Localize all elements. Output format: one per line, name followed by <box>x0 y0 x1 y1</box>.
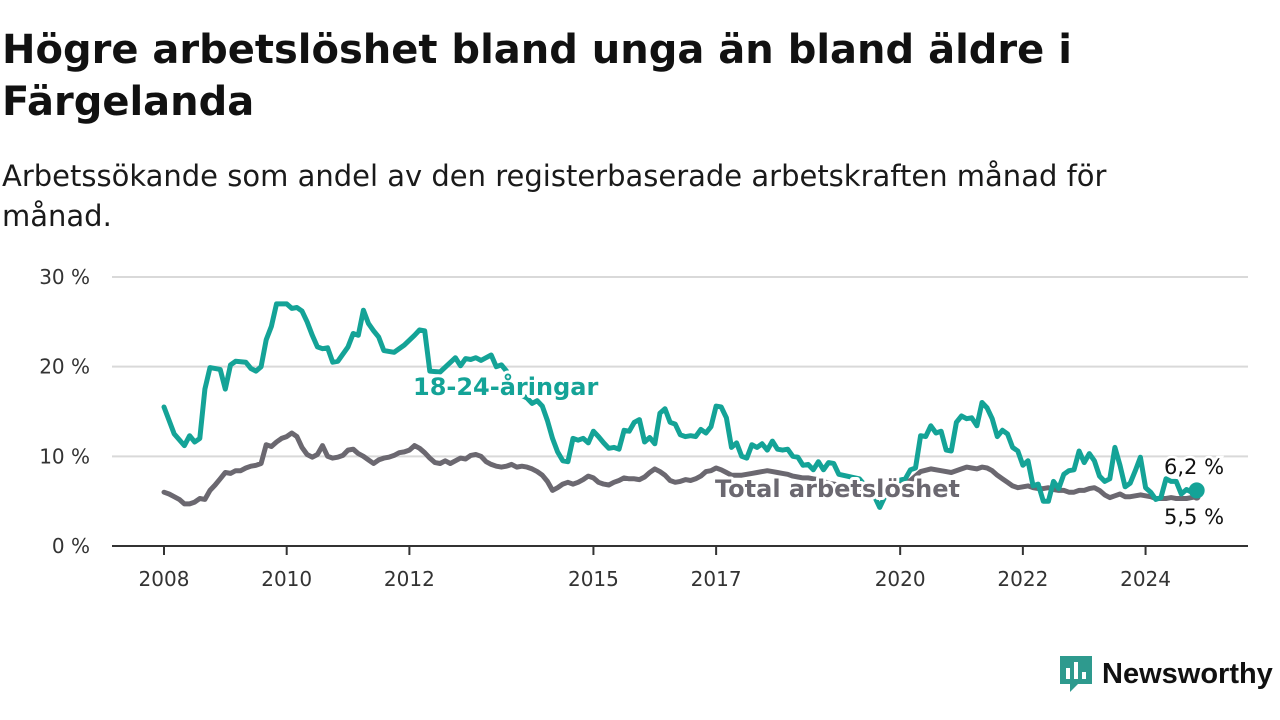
chart-title: Högre arbetslöshet bland unga än bland ä… <box>2 27 1072 125</box>
series-label-total: Total arbetslöshet <box>715 475 960 503</box>
brand-logo: Newsworthy <box>1058 654 1273 694</box>
newsworthy-logo-icon <box>1060 656 1092 692</box>
series-line-total <box>161 430 1200 507</box>
y-tick-label: 10 % <box>39 444 90 468</box>
end-value-youth: 6,2 % <box>1164 455 1224 479</box>
x-tick-label: 2024 <box>1120 567 1171 591</box>
x-tick-label: 2020 <box>875 567 926 591</box>
chart-subtitle: Arbetssökande som andel av den registerb… <box>2 159 1107 233</box>
x-axis: 2008 2010 2012 2015 2017 2020 2022 2024 <box>112 545 1248 591</box>
y-axis-ticks: 0 % 10 % 20 % 30 % <box>39 265 90 558</box>
x-tick-label: 2017 <box>691 567 742 591</box>
series-lines <box>161 301 1200 510</box>
series-labels: 18-24-åringar Total arbetslöshet 6,2 % 5,5 … <box>410 369 1227 532</box>
gridlines <box>112 276 1248 458</box>
x-tick-label: 2022 <box>997 567 1048 591</box>
y-tick-label: 30 % <box>39 265 90 289</box>
series-line-youth <box>161 301 1200 510</box>
brand-name: Newsworthy <box>1102 657 1273 690</box>
y-tick-label: 0 % <box>52 534 90 558</box>
end-value-total: 5,5 % <box>1164 505 1224 529</box>
series-label-youth: 18-24-åringar <box>413 372 598 401</box>
x-tick-label: 2015 <box>568 567 619 591</box>
end-marker-youth <box>1188 482 1205 499</box>
x-tick-label: 2012 <box>384 567 435 591</box>
y-tick-label: 20 % <box>39 355 90 379</box>
x-tick-label: 2008 <box>139 567 190 591</box>
x-tick-label: 2010 <box>261 567 312 591</box>
